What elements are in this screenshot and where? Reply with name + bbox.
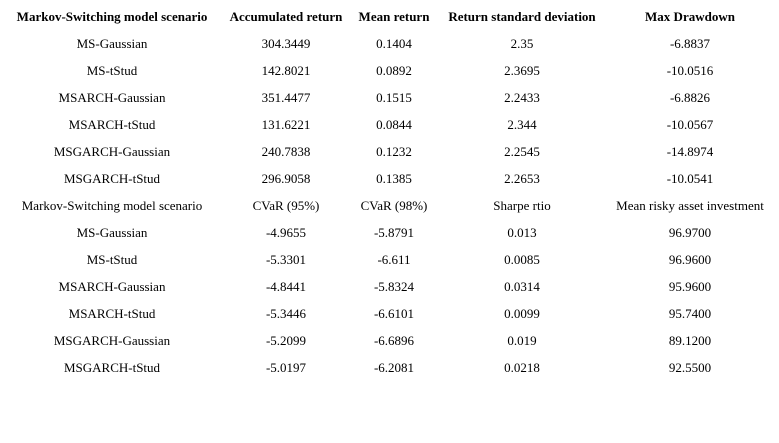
row-label: MSGARCH-tStud — [64, 360, 161, 375]
table-cell: 2.2653 — [504, 171, 540, 186]
table-cell: 304.3449 — [262, 36, 311, 51]
column-header: Max Drawdown — [645, 9, 736, 24]
table-cell: -6.6101 — [374, 306, 414, 321]
table-cell: -10.0567 — [667, 117, 714, 132]
table-cell: 0.0099 — [504, 306, 540, 321]
table-cell: -5.0197 — [266, 360, 307, 375]
table-cell: 0.1385 — [376, 171, 412, 186]
column-header: Mean risky asset investment — [616, 198, 764, 213]
table-cell: 0.1232 — [376, 144, 412, 159]
row-label: MSARCH-Gaussian — [59, 279, 166, 294]
table-cell: 296.9058 — [262, 171, 311, 186]
column-header: Markov-Switching model scenario — [17, 9, 208, 24]
table-cell: -6.8826 — [670, 90, 711, 105]
table-cell: -5.8324 — [374, 279, 415, 294]
column-header: Mean return — [359, 9, 431, 24]
table-cell: -10.0541 — [667, 171, 714, 186]
row-label: MSGARCH-Gaussian — [54, 144, 171, 159]
table-cell: 2.3695 — [504, 63, 540, 78]
table-cell: 0.0844 — [376, 117, 412, 132]
table-cell: 0.0218 — [504, 360, 540, 375]
table-cell: -6.611 — [377, 252, 410, 267]
row-label: MSARCH-tStud — [69, 306, 156, 321]
table-cell: 0.1404 — [376, 36, 412, 51]
table-cell: -14.8974 — [667, 144, 714, 159]
table-cell: 131.6221 — [262, 117, 311, 132]
table-cell: 0.0314 — [504, 279, 540, 294]
row-label: MSGARCH-Gaussian — [54, 333, 171, 348]
table-cell: -4.8441 — [266, 279, 306, 294]
table-cell: 0.019 — [507, 333, 536, 348]
table-cell: 95.7400 — [669, 306, 711, 321]
table-cell: 92.5500 — [669, 360, 711, 375]
table-cell: -6.6896 — [374, 333, 415, 348]
table-cell: 2.344 — [507, 117, 537, 132]
row-label: MS-tStud — [87, 63, 138, 78]
table-cell: 89.1200 — [669, 333, 711, 348]
column-header: Sharpe rtio — [493, 198, 550, 213]
table-cell: 142.8021 — [262, 63, 311, 78]
table-cell: 96.9700 — [669, 225, 711, 240]
column-header: Accumulated return — [230, 9, 344, 24]
row-label: MSARCH-tStud — [69, 117, 156, 132]
row-label: MSGARCH-tStud — [64, 171, 161, 186]
column-header: Markov-Switching model scenario — [22, 198, 203, 213]
table-cell: 0.0892 — [376, 63, 412, 78]
table-cell: 2.2545 — [504, 144, 540, 159]
table-cell: 0.013 — [507, 225, 536, 240]
table-cell: 96.9600 — [669, 252, 711, 267]
row-label: MSARCH-Gaussian — [59, 90, 166, 105]
table-cell: -5.3301 — [266, 252, 306, 267]
table-cell: -5.3446 — [266, 306, 307, 321]
table-cell: -5.8791 — [374, 225, 414, 240]
table-cell: 351.4477 — [262, 90, 311, 105]
table-cell: 0.1515 — [376, 90, 412, 105]
column-header: Return standard deviation — [448, 9, 596, 24]
row-label: MS-Gaussian — [77, 36, 148, 51]
table-cell: 0.0085 — [504, 252, 540, 267]
row-label: MS-tStud — [87, 252, 138, 267]
table-cell: 2.2433 — [504, 90, 540, 105]
column-header: CVaR (95%) — [253, 198, 320, 213]
table-cell: -5.2099 — [266, 333, 306, 348]
table-cell: -6.8837 — [670, 36, 711, 51]
table-cell: 95.9600 — [669, 279, 711, 294]
column-header: CVaR (98%) — [361, 198, 428, 213]
table-cell: 240.7838 — [262, 144, 311, 159]
table-cell: -10.0516 — [667, 63, 714, 78]
row-label: MS-Gaussian — [77, 225, 148, 240]
table-cell: 2.35 — [511, 36, 534, 51]
table-cell: -6.2081 — [374, 360, 414, 375]
table-cell: -4.9655 — [266, 225, 306, 240]
